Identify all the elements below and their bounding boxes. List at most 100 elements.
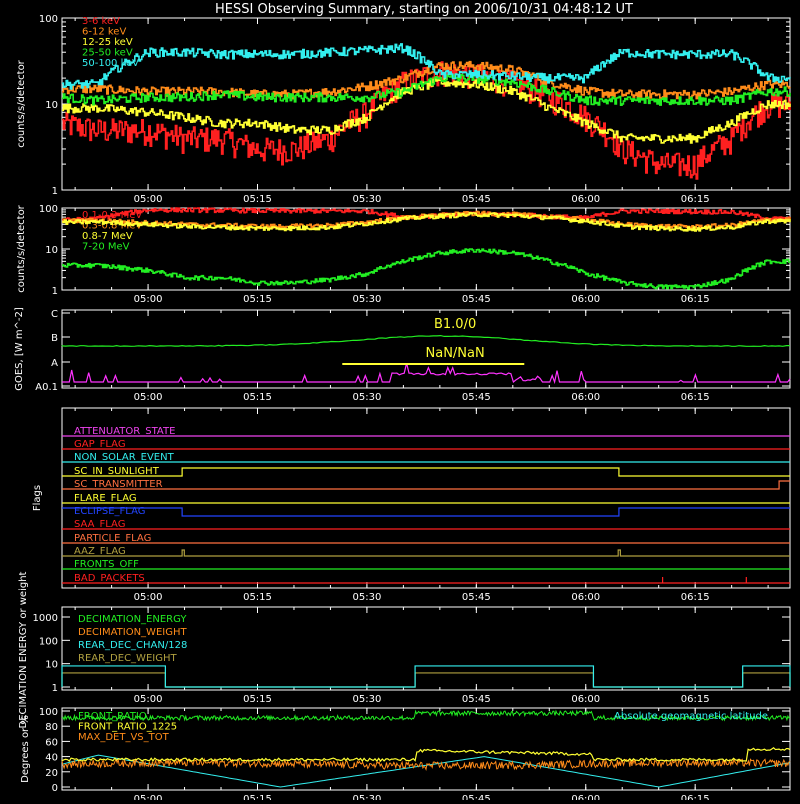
count_rates_high-xtick-label: 05:15 xyxy=(243,294,272,305)
decimation-frame xyxy=(61,606,791,691)
decimation-legend-2: REAR_DEC_CHAN/128 xyxy=(78,640,187,651)
count_rates_high-frame xyxy=(61,207,791,291)
goes-ylabel: GOES, [W m^-2] xyxy=(14,307,25,391)
decimation-series-3 xyxy=(61,672,791,688)
count_rates_low-legend-4: 50-100 keV xyxy=(82,58,139,69)
ratios-xtick-label: 05:30 xyxy=(352,794,381,800)
flags-label-3: SC_IN_SUNLIGHT xyxy=(74,466,160,477)
count_rates_low-series-4 xyxy=(62,43,791,90)
ratios-xtick-label: 05:45 xyxy=(462,794,491,800)
decimation-xtick-label: 05:00 xyxy=(134,694,163,705)
flags-xtick-label: 06:00 xyxy=(571,592,600,603)
ratios-ytick-label: 100 xyxy=(39,707,58,718)
count_rates_low-legend-3: 25-50 keV xyxy=(82,48,133,59)
flags-line-3 xyxy=(62,467,790,477)
flags-xtick-label: 05:45 xyxy=(462,592,491,603)
flags-label-7: SAA_FLAG xyxy=(74,519,125,530)
goes-xtick-label: 05:15 xyxy=(243,392,272,403)
goes-ytick-label: A xyxy=(51,358,58,369)
goes-ytick-label: A0.1 xyxy=(35,382,58,393)
flags-label-6: ECLIPSE_FLAG xyxy=(74,506,145,517)
ratios-ytick-label: 20 xyxy=(45,768,58,779)
decimation-ytick-label: 100 xyxy=(39,636,58,647)
count_rates_low-series-3 xyxy=(62,73,791,106)
flags-label-0: ATTENUATOR_STATE xyxy=(74,426,175,437)
ratios-xtick-label: 06:00 xyxy=(571,794,600,800)
count_rates_low-series-0 xyxy=(62,61,791,180)
flags-xtick-label: 05:15 xyxy=(243,592,272,603)
count_rates_low-legend-2: 12-25 keV xyxy=(82,37,133,48)
count_rates_high-ylabel: counts/s/detector xyxy=(16,204,27,292)
ratios-ytick-label: 60 xyxy=(45,737,58,748)
count_rates_low-ytick-label: 100 xyxy=(39,14,58,25)
count_rates_low-xtick-label: 05:15 xyxy=(243,194,272,205)
goes-xtick-label: 05:45 xyxy=(462,392,491,403)
flags-label-1: GAP_FLAG xyxy=(74,439,126,450)
decimation-ytick-label: 10 xyxy=(45,660,58,671)
ratios-xtick-label: 05:00 xyxy=(134,794,163,800)
flags-frame xyxy=(61,407,791,589)
flags-xtick-label: 05:30 xyxy=(352,592,381,603)
count_rates_low-ytick-label: 1 xyxy=(52,186,58,197)
count_rates_low-xtick-label: 06:15 xyxy=(681,194,710,205)
count_rates_high-series-2 xyxy=(62,211,791,232)
ratios-legend-2: MAX_DET_VS_TOT xyxy=(78,732,170,743)
decimation-xtick-label: 05:30 xyxy=(352,694,381,705)
count_rates_low-xtick-label: 06:00 xyxy=(571,194,600,205)
ratios-ytick-label: 0 xyxy=(52,783,58,794)
flags-label-9: AAZ_FLAG xyxy=(74,546,126,557)
flags-line-4 xyxy=(62,480,790,490)
decimation-ylabel: DECIMATION ENERGY or weight xyxy=(18,571,29,728)
ratios-frame xyxy=(61,707,791,791)
flags-line-11 xyxy=(62,577,790,584)
decimation-ytick-label: 1 xyxy=(52,683,58,694)
count_rates_low-legend-0: 3-6 keV xyxy=(82,16,120,27)
flags-label-5: FLARE_FLAG xyxy=(74,493,137,504)
ratios-ytick-label: 80 xyxy=(45,722,58,733)
flags-xtick-label: 05:00 xyxy=(134,592,163,603)
goes-frame xyxy=(61,309,791,389)
decimation-ytick-label: 1000 xyxy=(33,613,58,624)
flags-label-11: BAD_PACKETS xyxy=(74,573,145,584)
flags-label-2: NON_SOLAR_EVENT xyxy=(74,452,175,463)
count_rates_high-xtick-label: 05:00 xyxy=(134,294,163,305)
ratios-series-3 xyxy=(61,754,791,788)
decimation-legend-0: DECIMATION_ENERGY xyxy=(78,614,187,625)
decimation-xtick-label: 06:15 xyxy=(681,694,710,705)
count_rates_high-legend-0: 0.1-0.3 MeV xyxy=(82,210,142,221)
flags-line-9 xyxy=(62,549,790,557)
count_rates_high-xtick-label: 05:30 xyxy=(352,294,381,305)
count_rates_high-ytick-label: 1 xyxy=(52,286,58,297)
decimation-xtick-label: 05:45 xyxy=(462,694,491,705)
decimation-xtick-label: 06:00 xyxy=(571,694,600,705)
count_rates_low-ylabel: counts/s/detector xyxy=(16,59,27,147)
count_rates_low-xtick-label: 05:00 xyxy=(134,194,163,205)
count_rates_high-ytick-label: 10 xyxy=(45,245,58,256)
ratios-series-0 xyxy=(61,709,791,722)
ratios-series-2 xyxy=(61,757,791,771)
ratios-ytick-label: 40 xyxy=(45,753,58,764)
flags-xtick-label: 06:15 xyxy=(681,592,710,603)
goes-series-1 xyxy=(62,363,791,385)
count_rates_high-legend-1: 0.3-0.8 MeV xyxy=(82,221,142,232)
plot-title: HESSI Observing Summary, starting on 200… xyxy=(215,2,633,17)
goes-ytick-label: C xyxy=(51,309,58,320)
ratios-legend-0: FRONT_RATIO xyxy=(78,711,147,722)
count_rates_high-xtick-label: 06:15 xyxy=(681,294,710,305)
goes-xtick-label: 06:15 xyxy=(681,392,710,403)
goes-xtick-label: 06:00 xyxy=(571,392,600,403)
goes-xtick-label: 05:00 xyxy=(134,392,163,403)
flags-line-6 xyxy=(62,507,790,517)
ratios-legend-3: Absolute geomagnetic latitude xyxy=(614,711,768,722)
goes-annotation-1: NaN/NaN xyxy=(426,346,485,361)
count_rates_high-ytick-label: 100 xyxy=(39,204,58,215)
flags-label-4: SC_TRANSMITTER xyxy=(74,479,163,490)
count_rates_high-xtick-label: 05:45 xyxy=(462,294,491,305)
count_rates_low-legend-1: 6-12 keV xyxy=(82,27,126,38)
goes-xtick-label: 05:30 xyxy=(352,392,381,403)
goes-series-0 xyxy=(61,334,790,347)
ratios-xtick-label: 05:15 xyxy=(243,794,272,800)
count_rates_low-xtick-label: 05:45 xyxy=(462,194,491,205)
